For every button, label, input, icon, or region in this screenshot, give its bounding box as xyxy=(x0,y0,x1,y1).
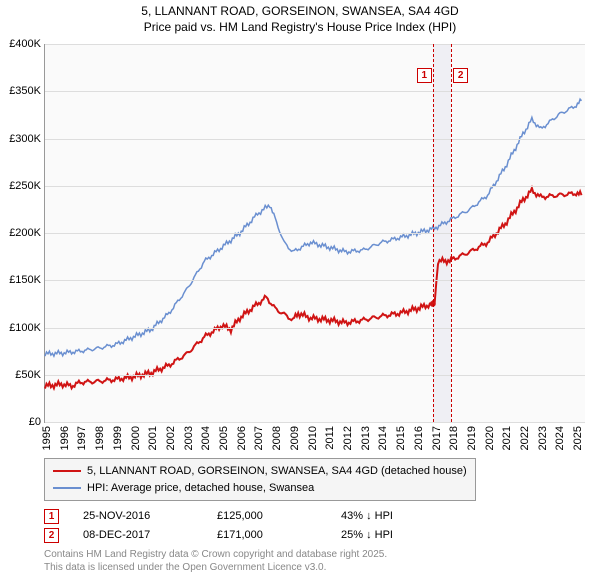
y-axis-label: £350K xyxy=(9,85,41,97)
x-axis-label: 2017 xyxy=(431,426,443,450)
sale-marker-vline xyxy=(433,44,434,422)
sale-price: £125,000 xyxy=(217,507,317,526)
sale-date: 08-DEC-2017 xyxy=(83,526,193,545)
x-axis-label: 2021 xyxy=(501,426,513,450)
footer-note: Contains HM Land Registry data © Crown c… xyxy=(44,548,584,574)
title-line1: 5, LLANNANT ROAD, GORSEINON, SWANSEA, SA… xyxy=(0,4,600,20)
legend-and-footer: 5, LLANNANT ROAD, GORSEINON, SWANSEA, SA… xyxy=(44,458,584,574)
series-line-price_paid xyxy=(45,188,582,389)
footer-line1: Contains HM Land Registry data © Crown c… xyxy=(44,548,584,561)
x-axis-label: 2003 xyxy=(183,426,195,450)
title-line2: Price paid vs. HM Land Registry's House … xyxy=(0,20,600,36)
sale-row-marker: 2 xyxy=(44,528,59,543)
x-axis-label: 1998 xyxy=(94,426,106,450)
x-axis-label: 2020 xyxy=(484,426,496,450)
grid-line xyxy=(45,44,585,45)
x-axis-label: 2006 xyxy=(236,426,248,450)
x-axis-label: 2016 xyxy=(413,426,425,450)
chart-plot-area: £0£50K£100K£150K£200K£250K£300K£350K£400… xyxy=(44,44,585,423)
grid-line xyxy=(45,186,585,187)
y-axis-label: £400K xyxy=(9,38,41,50)
x-axis-label: 2009 xyxy=(289,426,301,450)
y-axis-label: £250K xyxy=(9,180,41,192)
y-axis-label: £0 xyxy=(29,416,41,428)
chart-title: 5, LLANNANT ROAD, GORSEINON, SWANSEA, SA… xyxy=(0,0,600,35)
grid-line xyxy=(45,139,585,140)
x-axis-label: 2022 xyxy=(519,426,531,450)
sale-row: 1 25-NOV-2016 £125,000 43% ↓ HPI xyxy=(44,507,584,526)
grid-line xyxy=(45,91,585,92)
y-axis-label: £100K xyxy=(9,322,41,334)
x-axis-label: 1999 xyxy=(112,426,124,450)
x-axis-label: 2025 xyxy=(572,426,584,450)
x-axis-label: 1996 xyxy=(59,426,71,450)
x-axis-label: 2004 xyxy=(200,426,212,450)
x-axis-label: 2018 xyxy=(448,426,460,450)
footer-line2: This data is licensed under the Open Gov… xyxy=(44,561,584,574)
y-axis-label: £300K xyxy=(9,133,41,145)
y-axis-label: £150K xyxy=(9,274,41,286)
sale-row: 2 08-DEC-2017 £171,000 25% ↓ HPI xyxy=(44,526,584,545)
x-axis-label: 2023 xyxy=(537,426,549,450)
x-axis-label: 2011 xyxy=(324,426,336,450)
sale-marker-box: 1 xyxy=(417,68,432,83)
sale-pct: 43% ↓ HPI xyxy=(341,507,461,526)
y-axis-label: £50K xyxy=(15,369,41,381)
legend-swatch xyxy=(53,487,81,489)
legend-item: HPI: Average price, detached house, Swan… xyxy=(53,480,467,497)
sale-row-marker: 1 xyxy=(44,509,59,524)
grid-line xyxy=(45,328,585,329)
x-axis-label: 2012 xyxy=(342,426,354,450)
sale-marker-box: 2 xyxy=(453,68,468,83)
sale-pct: 25% ↓ HPI xyxy=(341,526,461,545)
x-axis-label: 2005 xyxy=(218,426,230,450)
x-axis-label: 1997 xyxy=(76,426,88,450)
x-axis-label: 2010 xyxy=(307,426,319,450)
legend-label: 5, LLANNANT ROAD, GORSEINON, SWANSEA, SA… xyxy=(87,463,467,480)
legend-label: HPI: Average price, detached house, Swan… xyxy=(87,480,314,497)
x-axis-label: 2024 xyxy=(554,426,566,450)
grid-line xyxy=(45,422,585,423)
legend-item: 5, LLANNANT ROAD, GORSEINON, SWANSEA, SA… xyxy=(53,463,467,480)
sales-table: 1 25-NOV-2016 £125,000 43% ↓ HPI 2 08-DEC-201… xyxy=(44,507,584,544)
sale-date: 25-NOV-2016 xyxy=(83,507,193,526)
x-axis-label: 2002 xyxy=(165,426,177,450)
x-axis-label: 1995 xyxy=(41,426,53,450)
x-axis-label: 2008 xyxy=(271,426,283,450)
x-axis-label: 2014 xyxy=(377,426,389,450)
grid-line xyxy=(45,280,585,281)
x-axis-label: 2013 xyxy=(360,426,372,450)
x-axis-label: 2000 xyxy=(130,426,142,450)
sale-marker-vline xyxy=(451,44,452,422)
x-axis-label: 2007 xyxy=(253,426,265,450)
x-axis-label: 2019 xyxy=(466,426,478,450)
x-axis-label: 2001 xyxy=(147,426,159,450)
sale-price: £171,000 xyxy=(217,526,317,545)
grid-line xyxy=(45,375,585,376)
x-axis-label: 2015 xyxy=(395,426,407,450)
legend-swatch xyxy=(53,470,81,472)
grid-line xyxy=(45,233,585,234)
legend-box: 5, LLANNANT ROAD, GORSEINON, SWANSEA, SA… xyxy=(44,458,476,501)
y-axis-label: £200K xyxy=(9,227,41,239)
